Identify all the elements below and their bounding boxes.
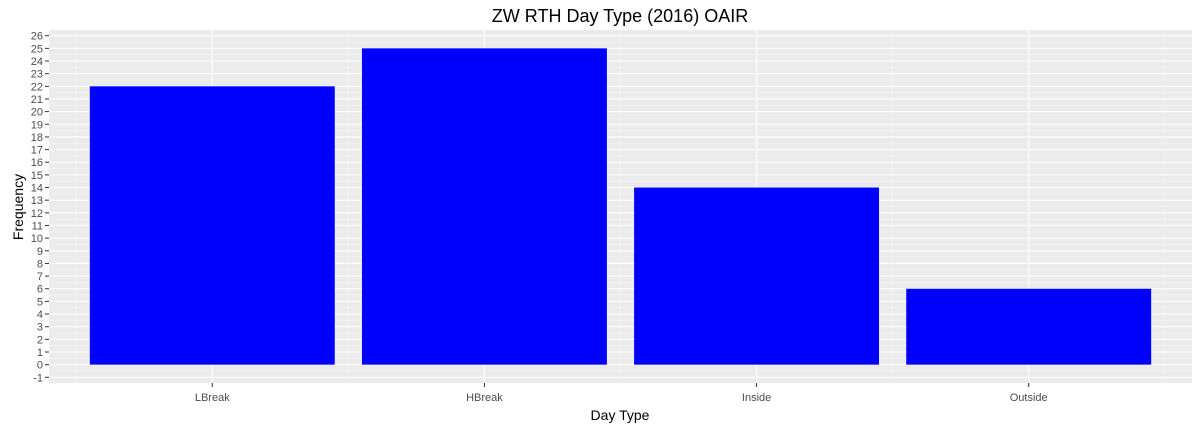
x-tick-label-outside: Outside bbox=[1010, 392, 1048, 404]
bars-group bbox=[89, 48, 1152, 365]
y-tick-label: 3 bbox=[37, 322, 43, 334]
bar-outside bbox=[906, 288, 1152, 365]
x-tick-label-lbreak: LBreak bbox=[195, 392, 230, 404]
x-axis: LBreak HBreak Inside Outside bbox=[195, 383, 1048, 404]
y-tick-label: 17 bbox=[31, 145, 43, 157]
y-tick-label: 9 bbox=[37, 246, 43, 258]
y-tick-label: 14 bbox=[31, 183, 43, 195]
y-tick-label: 23 bbox=[31, 69, 43, 81]
y-tick-label: 20 bbox=[31, 107, 43, 119]
y-tick-label: 6 bbox=[37, 284, 43, 296]
y-tick-label: 22 bbox=[31, 81, 43, 93]
y-tick-label: 18 bbox=[31, 132, 43, 144]
y-tick-label: 26 bbox=[31, 31, 43, 43]
y-tick-label: 24 bbox=[31, 56, 43, 68]
y-tick-label: 16 bbox=[31, 157, 43, 169]
x-axis-title: Day Type bbox=[591, 407, 650, 423]
y-tick-label: 19 bbox=[31, 119, 43, 131]
y-tick-label: 0 bbox=[37, 360, 43, 372]
y-tick-label: 13 bbox=[31, 195, 43, 207]
y-axis-title: Frequency bbox=[10, 174, 26, 240]
y-tick-label: 8 bbox=[37, 258, 43, 270]
y-tick-label: 2 bbox=[37, 334, 43, 346]
y-axis: -101234567891011121314151617181920212223… bbox=[31, 31, 49, 384]
x-tick-label-hbreak: HBreak bbox=[466, 392, 503, 404]
x-tick-label-inside: Inside bbox=[742, 392, 771, 404]
y-tick-label: 25 bbox=[31, 43, 43, 55]
chart-title: ZW RTH Day Type (2016) OAIR bbox=[492, 6, 748, 26]
y-tick-label: 10 bbox=[31, 233, 43, 245]
y-tick-label: 7 bbox=[37, 271, 43, 283]
y-tick-label: 21 bbox=[31, 94, 43, 106]
y-tick-label: 11 bbox=[32, 220, 43, 232]
bar-lbreak bbox=[89, 86, 335, 365]
bar-hbreak bbox=[361, 48, 607, 365]
y-tick-label: 5 bbox=[37, 296, 43, 308]
bar-inside bbox=[634, 187, 880, 365]
y-tick-label: -1 bbox=[33, 372, 43, 384]
y-tick-label: 12 bbox=[31, 208, 43, 220]
y-tick-label: 1 bbox=[37, 347, 43, 359]
y-tick-label: 15 bbox=[31, 170, 43, 182]
y-tick-label: 4 bbox=[37, 309, 43, 321]
